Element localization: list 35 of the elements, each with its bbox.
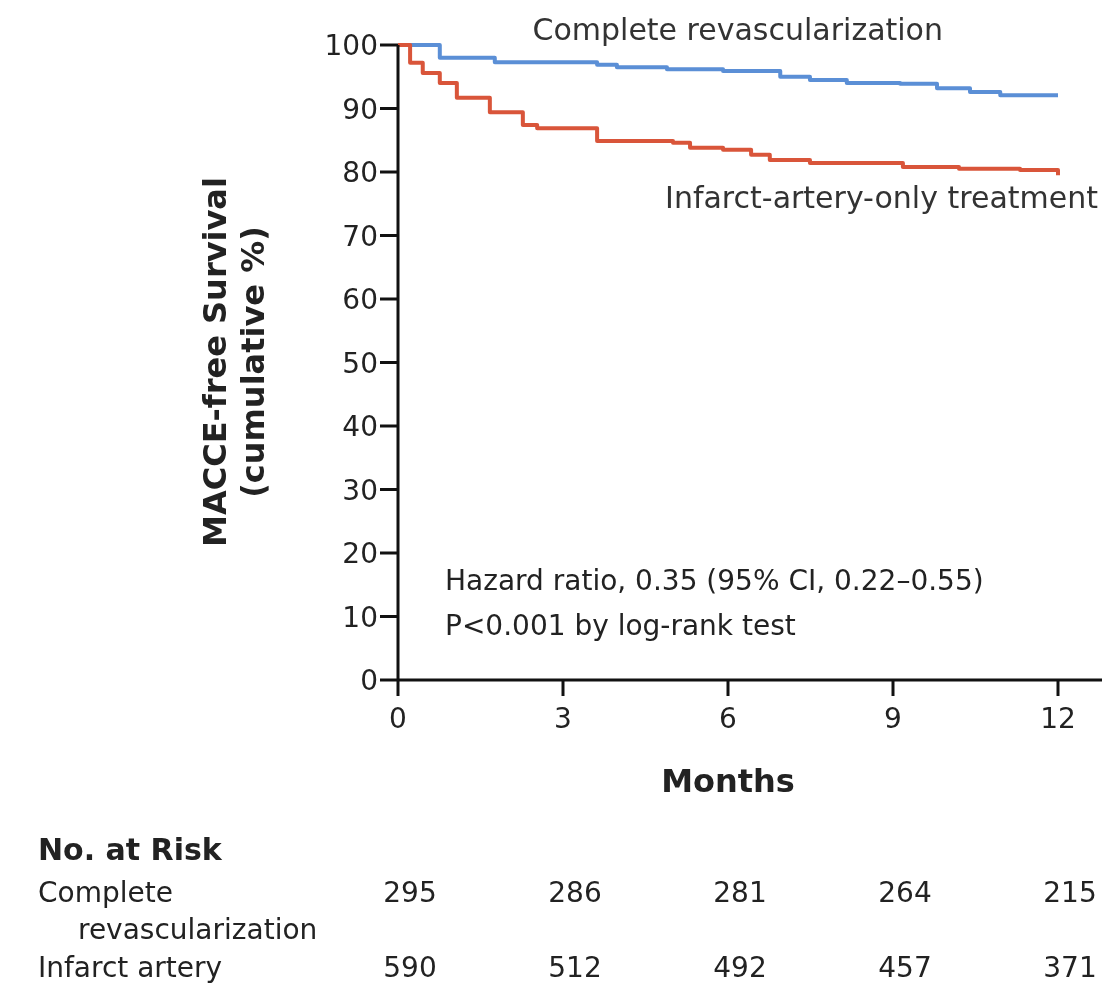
y-tick-label: 60 — [342, 283, 378, 316]
x-tick-label: 12 — [1040, 702, 1076, 735]
text: No. at Risk — [38, 832, 223, 867]
y-tick-label: 0 — [360, 664, 378, 697]
x-tick-label: 6 — [719, 702, 737, 735]
text: 492 — [713, 951, 767, 984]
series-label: Complete revascularization — [532, 12, 943, 47]
y-tick-label: 10 — [342, 600, 378, 634]
y-tick-label: 100 — [324, 29, 378, 62]
annotation: P<0.001 by log-rank test — [445, 609, 796, 642]
text: 264 — [878, 876, 932, 909]
text: Infarct artery — [38, 951, 223, 984]
text: 295 — [383, 876, 437, 909]
text: Complete revascularization — [38, 876, 318, 946]
text: 590 — [383, 951, 437, 984]
y-tick-label: 20 — [342, 537, 378, 570]
y-tick-label: 40 — [342, 410, 378, 443]
y-axis-title: MACCE-free Survival (cumulative %) — [196, 177, 272, 547]
x-tick-label: 9 — [884, 702, 902, 735]
series-label: Infarct-artery-only treatment — [665, 180, 1099, 216]
annotation: Hazard ratio, 0.35 (95% CI, 0.22–0.55) — [445, 564, 984, 597]
text: 371 — [1043, 951, 1097, 984]
x-axis-title: Months — [661, 762, 795, 800]
text: 457 — [878, 951, 932, 984]
text: 512 — [548, 951, 602, 984]
x-tick-label: 3 — [554, 702, 572, 735]
y-tick-label: 90 — [342, 92, 378, 126]
y-tick-label: 70 — [342, 219, 378, 253]
y-tick-label: 50 — [342, 346, 378, 380]
y-tick-label: 80 — [342, 156, 378, 189]
text: 286 — [548, 876, 602, 909]
x-tick-label: 0 — [389, 702, 407, 735]
y-tick-label: 30 — [342, 473, 378, 507]
text: 281 — [713, 876, 767, 909]
text: 215 — [1043, 876, 1097, 909]
